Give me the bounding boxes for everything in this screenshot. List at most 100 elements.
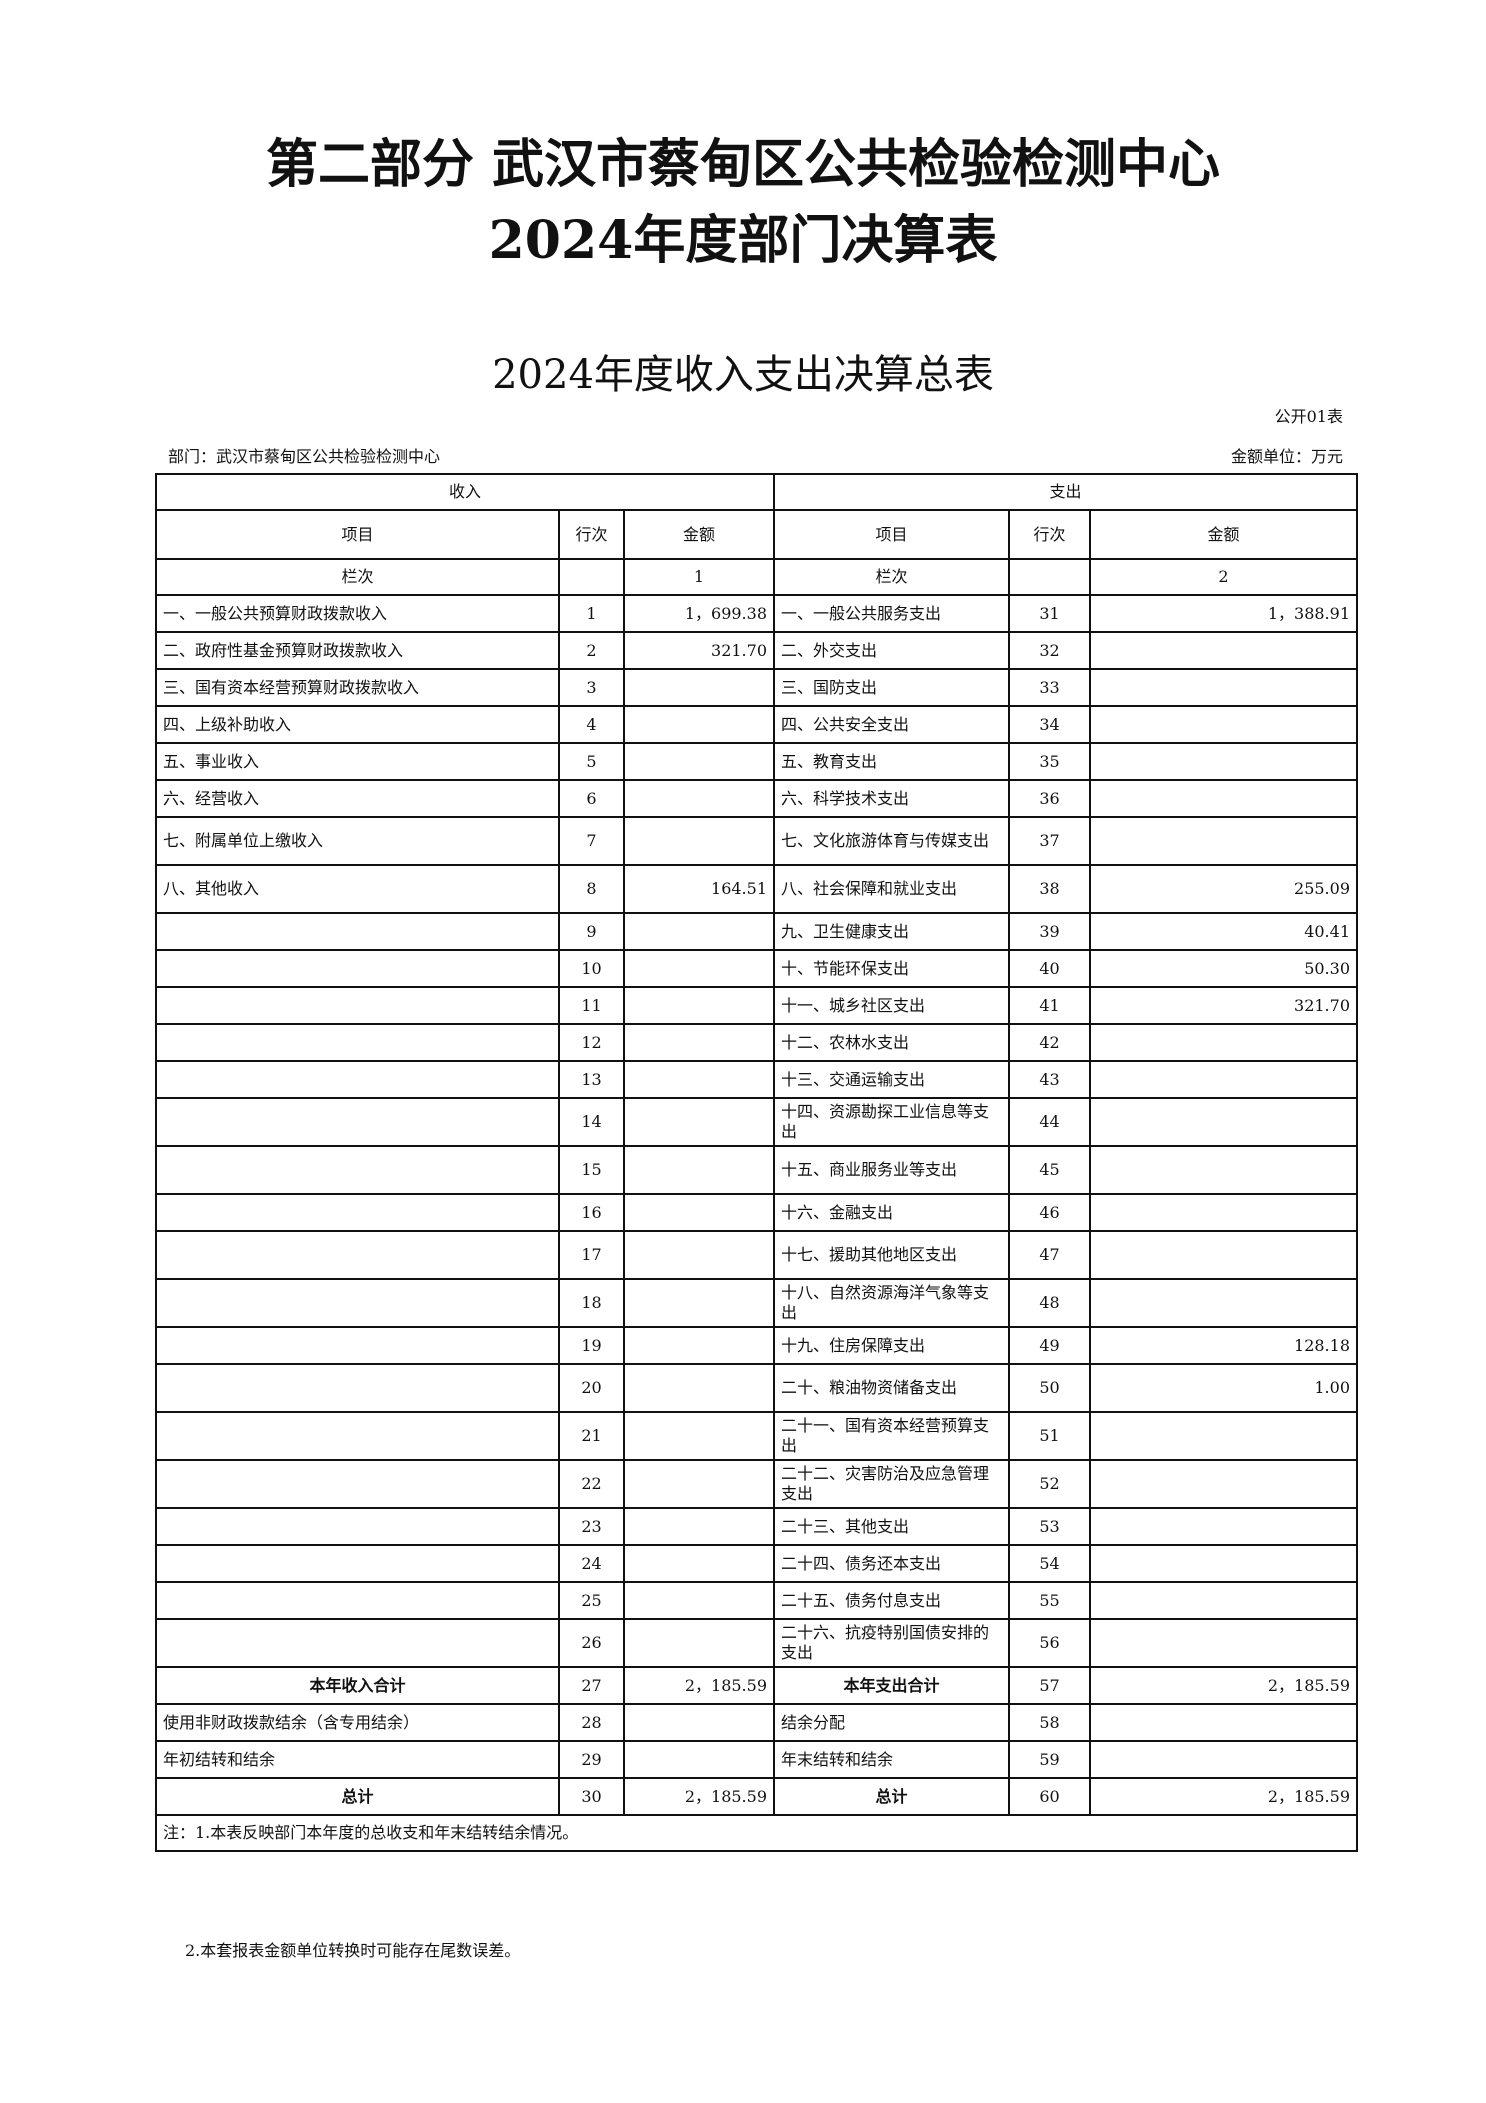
income-item: [155, 1507, 560, 1546]
income-line: 17: [558, 1230, 625, 1280]
expense-amount: [1089, 631, 1358, 670]
expense-item: 十七、援助其他地区支出: [773, 1230, 1010, 1280]
income-amount: [623, 949, 775, 988]
income-item: [155, 1363, 560, 1413]
table-row: 23 二十三、其他支出 53: [155, 1507, 1358, 1546]
expense-line: 35: [1008, 742, 1091, 781]
expense-amount: [1089, 1544, 1358, 1583]
income-item: 总计: [155, 1777, 560, 1816]
income-item: 本年收入合计: [155, 1666, 560, 1705]
income-item: [155, 1097, 560, 1147]
income-item: 六、经营收入: [155, 779, 560, 818]
income-amount: [623, 1023, 775, 1062]
income-header: 收入: [155, 473, 775, 511]
table-row: 总计 30 2，185.59 总计 60 2，185.59: [155, 1777, 1358, 1816]
table-row: 八、其他收入 8 164.51 八、社会保障和就业支出 38 255.09: [155, 864, 1358, 914]
table-title: 2024年度收入支出决算总表: [492, 352, 994, 398]
expense-item: 年末结转和结余: [773, 1740, 1010, 1779]
expense-item: 十一、城乡社区支出: [773, 986, 1010, 1025]
expense-line: 31: [1008, 594, 1091, 633]
expense-item: 十八、自然资源海洋气象等支出: [773, 1278, 1010, 1328]
expense-line: 38: [1008, 864, 1091, 914]
income-line: 15: [558, 1145, 625, 1195]
expense-line: 40: [1008, 949, 1091, 988]
income-line: 21: [558, 1411, 625, 1461]
table-row: 11 十一、城乡社区支出 41 321.70: [155, 986, 1358, 1025]
income-line: 8: [558, 864, 625, 914]
expense-amount: [1089, 779, 1358, 818]
table-code: 公开01表: [1274, 407, 1343, 426]
expense-line: 56: [1008, 1618, 1091, 1668]
income-line: 9: [558, 912, 625, 951]
income-item-header: 项目: [155, 509, 560, 560]
expense-line: 54: [1008, 1544, 1091, 1583]
expense-item: 六、科学技术支出: [773, 779, 1010, 818]
income-amount: [623, 1740, 775, 1779]
col-label: 栏次: [155, 558, 560, 596]
expense-item: 本年支出合计: [773, 1666, 1010, 1705]
expense-item: 四、公共安全支出: [773, 705, 1010, 744]
table-row: 六、经营收入 6 六、科学技术支出 36: [155, 779, 1358, 818]
expense-amount: [1089, 1145, 1358, 1195]
expense-item: 一、一般公共服务支出: [773, 594, 1010, 633]
table-row: 20 二十、粮油物资储备支出 50 1.00: [155, 1363, 1358, 1413]
expense-item: 二十三、其他支出: [773, 1507, 1010, 1546]
income-item: [155, 949, 560, 988]
expense-item: 二十、粮油物资储备支出: [773, 1363, 1010, 1413]
income-line: 23: [558, 1507, 625, 1546]
income-item: [155, 1326, 560, 1365]
expense-amount: 40.41: [1089, 912, 1358, 951]
income-line: 1: [558, 594, 625, 633]
income-item: 八、其他收入: [155, 864, 560, 914]
income-item: 使用非财政拨款结余（含专用结余）: [155, 1703, 560, 1742]
income-line: 24: [558, 1544, 625, 1583]
expense-amount: 321.70: [1089, 986, 1358, 1025]
income-amount: [623, 1544, 775, 1583]
expense-line: 50: [1008, 1363, 1091, 1413]
expense-amount: 128.18: [1089, 1326, 1358, 1365]
expense-amount: [1089, 1459, 1358, 1509]
income-line: 5: [558, 742, 625, 781]
expense-line: 46: [1008, 1193, 1091, 1232]
income-amount: [623, 1581, 775, 1620]
expense-header: 支出: [773, 473, 1358, 511]
income-line: 4: [558, 705, 625, 744]
table-row: 26 二十六、抗疫特别国债安排的支出 56: [155, 1618, 1358, 1668]
expense-item: 二、外交支出: [773, 631, 1010, 670]
expense-item-header: 项目: [773, 509, 1010, 560]
income-amount: [623, 986, 775, 1025]
income-item: [155, 1278, 560, 1328]
table-row: 四、上级补助收入 4 四、公共安全支出 34: [155, 705, 1358, 744]
income-amount: 2，185.59: [623, 1666, 775, 1705]
expense-amount: [1089, 1023, 1358, 1062]
income-amount: 1，699.38: [623, 594, 775, 633]
income-item: 五、事业收入: [155, 742, 560, 781]
expense-line: 47: [1008, 1230, 1091, 1280]
table-row: 18 十八、自然资源海洋气象等支出 48: [155, 1278, 1358, 1328]
income-amount: [623, 1097, 775, 1147]
document-subtitle: 2024年度部门决算表: [488, 210, 998, 271]
income-amount: [623, 1193, 775, 1232]
expense-amount: [1089, 1278, 1358, 1328]
income-line: 16: [558, 1193, 625, 1232]
income-line: 26: [558, 1618, 625, 1668]
income-amount: [623, 1363, 775, 1413]
note-2: 2.本套报表金额单位转换时可能存在尾数误差。: [185, 1941, 521, 1960]
expense-amount: [1089, 1703, 1358, 1742]
income-item: [155, 986, 560, 1025]
table-row: 三、国有资本经营预算财政拨款收入 3 三、国防支出 33: [155, 668, 1358, 707]
expense-line: 43: [1008, 1060, 1091, 1099]
expense-amount: [1089, 742, 1358, 781]
expense-amount-header: 金额: [1089, 509, 1358, 560]
expense-line: 57: [1008, 1666, 1091, 1705]
income-amount: 2，185.59: [623, 1777, 775, 1816]
table-row: 14 十四、资源勘探工业信息等支出 44: [155, 1097, 1358, 1147]
table-row: 22 二十二、灾害防治及应急管理支出 52: [155, 1459, 1358, 1509]
income-item: 三、国有资本经营预算财政拨款收入: [155, 668, 560, 707]
expense-line: 37: [1008, 816, 1091, 866]
income-amount: [623, 1060, 775, 1099]
income-line: 30: [558, 1777, 625, 1816]
income-item: [155, 1193, 560, 1232]
income-item: [155, 1023, 560, 1062]
